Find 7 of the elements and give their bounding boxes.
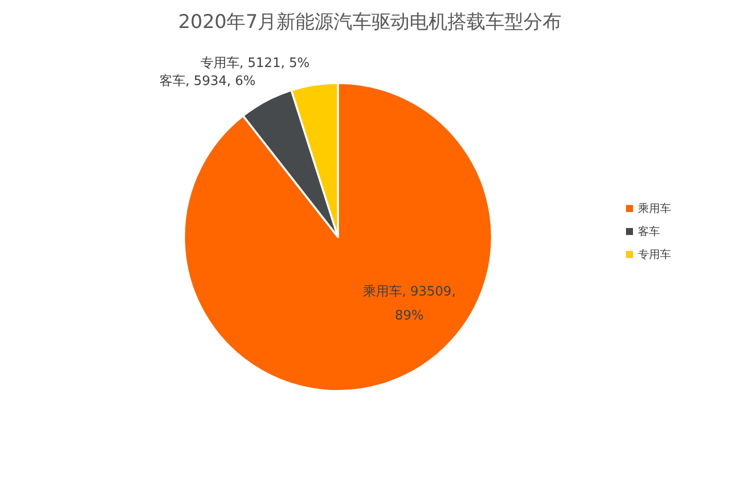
data-label: 专用车, 5121, 5% <box>200 56 310 72</box>
data-label: 客车, 5934, 6% <box>159 72 256 89</box>
chart-title: 2020年7月新能源汽车驱动电机搭载车型分布 <box>178 11 562 33</box>
data-label: 乘用车, 93509, 89% <box>362 284 456 324</box>
legend-label: 乘用车 <box>638 202 671 215</box>
legend-label: 客车 <box>638 225 660 238</box>
legend-label: 专用车 <box>638 248 671 261</box>
